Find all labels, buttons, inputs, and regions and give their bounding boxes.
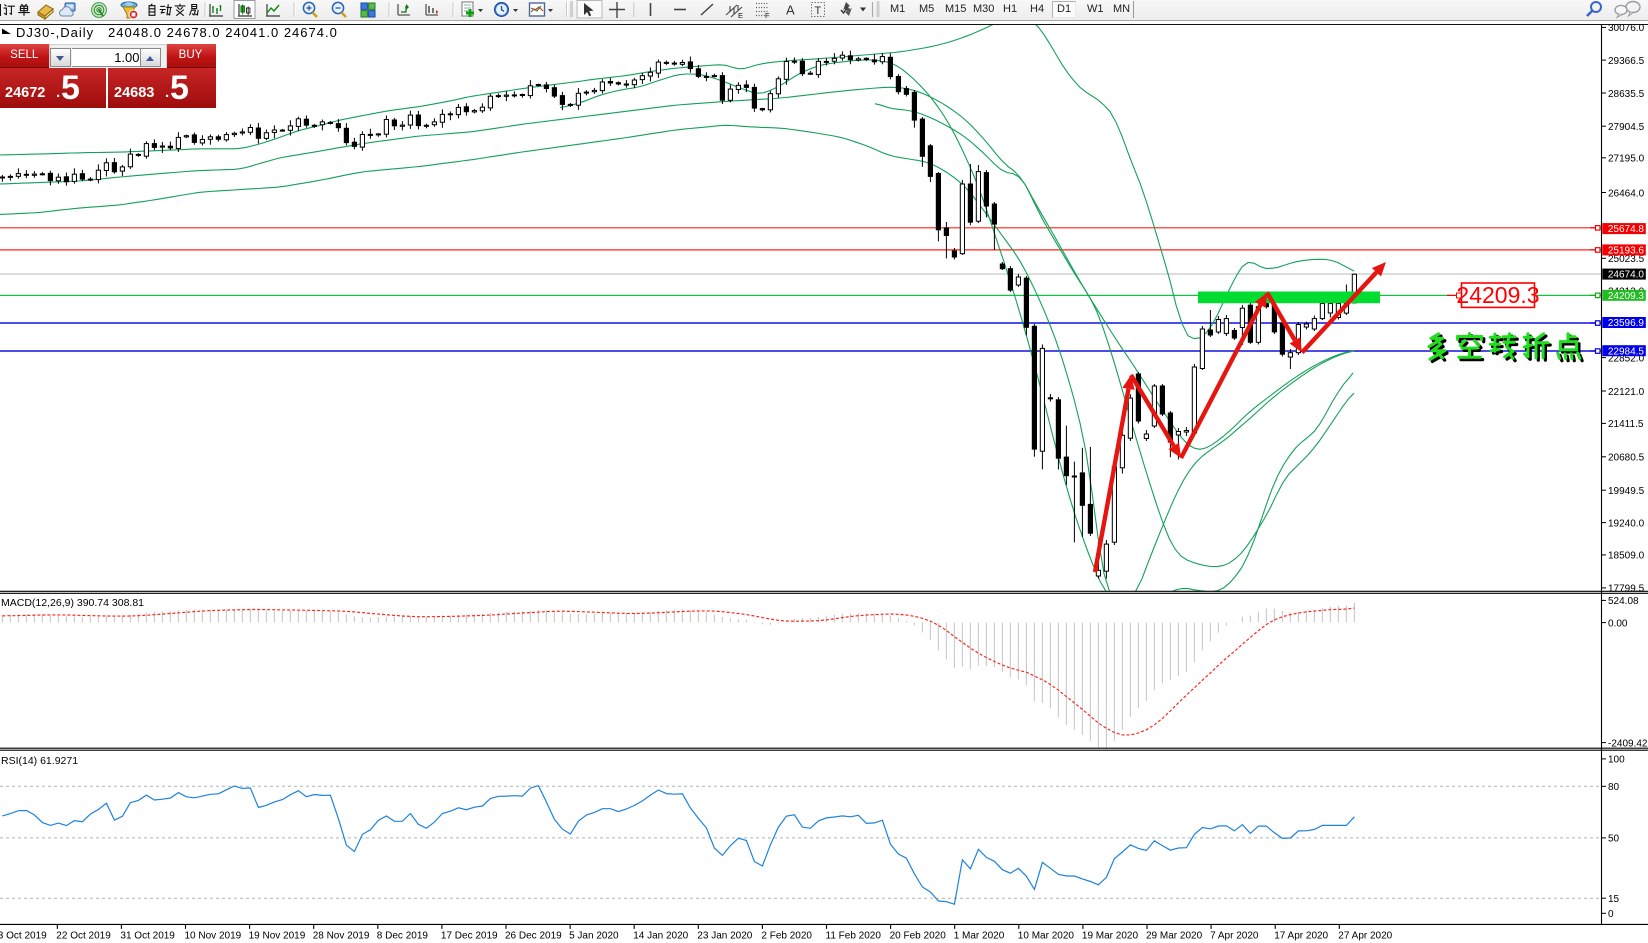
svg-text:DJ30-,Daily 24048.0 24678.0: DJ30-,Daily 24048.0 24678.0 24041.0 2467… — [16, 25, 338, 40]
svg-text:22852.0: 22852.0 — [1608, 353, 1645, 364]
svg-text:25193.6: 25193.6 — [1608, 246, 1645, 257]
svg-text:RSI(14) 61.9271: RSI(14) 61.9271 — [1, 755, 78, 767]
svg-text:19 Nov 2019: 19 Nov 2019 — [249, 931, 306, 942]
svg-text:10 Nov 2019: 10 Nov 2019 — [185, 931, 242, 942]
svg-text:14 Jan 2020: 14 Jan 2020 — [633, 931, 688, 942]
svg-text:8 Dec 2019: 8 Dec 2019 — [377, 931, 429, 942]
svg-text:MACD(12,26,9) 390.74 308.81: MACD(12,26,9) 390.74 308.81 — [1, 597, 144, 609]
svg-text:17799.5: 17799.5 — [1608, 584, 1645, 595]
svg-text:E: E — [738, 11, 743, 20]
svg-text:30076.0: 30076.0 — [1608, 23, 1645, 34]
svg-text:25023.5: 25023.5 — [1608, 254, 1645, 265]
svg-text:A: A — [786, 3, 795, 18]
svg-text:19949.5: 19949.5 — [1608, 486, 1645, 497]
svg-text:7 Apr 2020: 7 Apr 2020 — [1210, 931, 1259, 942]
svg-text:22121.0: 22121.0 — [1608, 387, 1645, 398]
svg-text:23 Jan 2020: 23 Jan 2020 — [697, 931, 752, 942]
svg-text:11 Feb 2020: 11 Feb 2020 — [826, 931, 882, 942]
svg-text:0: 0 — [1608, 909, 1614, 920]
svg-text:27 Apr 2020: 27 Apr 2020 — [1338, 931, 1392, 942]
svg-text:2 Feb 2020: 2 Feb 2020 — [761, 931, 812, 942]
svg-text:15: 15 — [1608, 894, 1620, 905]
svg-text:80: 80 — [1608, 782, 1620, 793]
svg-text:27195.0: 27195.0 — [1608, 154, 1645, 165]
svg-text:-2409.42: -2409.42 — [1608, 738, 1648, 749]
svg-text:25674.8: 25674.8 — [1608, 224, 1645, 235]
svg-text:26 Dec 2019: 26 Dec 2019 — [505, 931, 562, 942]
svg-text:100: 100 — [1608, 755, 1625, 766]
svg-text:50: 50 — [1608, 834, 1620, 845]
svg-text:27904.5: 27904.5 — [1608, 122, 1645, 133]
svg-text:22 Oct 2019: 22 Oct 2019 — [56, 931, 111, 942]
svg-text:524.08: 524.08 — [1608, 596, 1639, 607]
svg-text:T: T — [815, 5, 822, 17]
svg-text:19 Mar 2020: 19 Mar 2020 — [1082, 931, 1139, 942]
svg-text:23596.9: 23596.9 — [1608, 318, 1645, 329]
svg-text:20 Feb 2020: 20 Feb 2020 — [890, 931, 947, 942]
svg-text:10 Mar 2020: 10 Mar 2020 — [1018, 931, 1075, 942]
svg-text:19240.0: 19240.0 — [1608, 518, 1645, 529]
svg-text:F: F — [765, 11, 770, 20]
svg-text:17 Dec 2019: 17 Dec 2019 — [441, 931, 498, 942]
svg-text:31 Oct 2019: 31 Oct 2019 — [120, 931, 175, 942]
svg-text:28 Nov 2019: 28 Nov 2019 — [313, 931, 370, 942]
svg-text:20680.5: 20680.5 — [1608, 453, 1645, 464]
svg-text:1 Mar 2020: 1 Mar 2020 — [954, 931, 1005, 942]
svg-text:29 Mar 2020: 29 Mar 2020 — [1146, 931, 1203, 942]
svg-text:29366.5: 29366.5 — [1608, 56, 1645, 67]
svg-text:26464.0: 26464.0 — [1608, 188, 1645, 199]
svg-text:22984.5: 22984.5 — [1608, 346, 1645, 357]
svg-text:5 Jan 2020: 5 Jan 2020 — [569, 931, 619, 942]
svg-text:13 Oct 2019: 13 Oct 2019 — [0, 931, 47, 942]
svg-text:0.00: 0.00 — [1608, 618, 1628, 629]
svg-text:24209.3: 24209.3 — [1608, 291, 1645, 302]
svg-text:28635.5: 28635.5 — [1608, 89, 1645, 100]
svg-text:18509.0: 18509.0 — [1608, 551, 1645, 562]
svg-text:21411.5: 21411.5 — [1608, 419, 1644, 430]
svg-text:24209.3: 24209.3 — [1456, 282, 1539, 308]
svg-text:24674.0: 24674.0 — [1608, 270, 1645, 281]
svg-text:17 Apr 2020: 17 Apr 2020 — [1274, 931, 1328, 942]
